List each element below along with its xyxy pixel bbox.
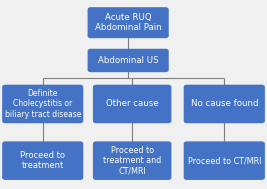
Text: Abdominal US: Abdominal US [98,56,159,65]
FancyBboxPatch shape [184,85,265,123]
Text: Other cause: Other cause [106,99,159,108]
Text: Proceed to CT/MRI: Proceed to CT/MRI [188,156,261,165]
Text: Definite
Cholecystitis or
biliary tract disease: Definite Cholecystitis or biliary tract … [5,89,81,119]
Text: Proceed to
treatment: Proceed to treatment [20,151,65,170]
Text: Proceed to
treatment and
CT/MRI: Proceed to treatment and CT/MRI [103,146,161,176]
FancyBboxPatch shape [2,141,83,180]
FancyBboxPatch shape [184,141,265,180]
FancyBboxPatch shape [88,49,169,72]
FancyBboxPatch shape [2,85,83,123]
Text: Acute RUQ
Abdominal Pain: Acute RUQ Abdominal Pain [95,13,162,32]
Text: No cause found: No cause found [191,99,258,108]
FancyBboxPatch shape [93,85,171,123]
FancyBboxPatch shape [88,7,169,38]
FancyBboxPatch shape [93,141,171,180]
